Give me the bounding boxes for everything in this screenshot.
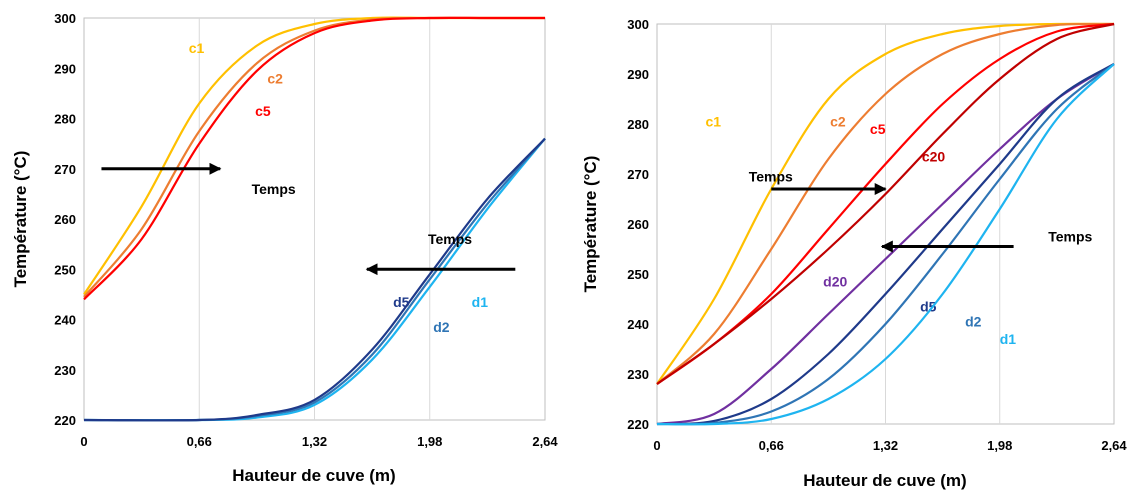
x-tick-label: 0,66 bbox=[759, 438, 784, 453]
x-tick-label: 2,64 bbox=[532, 434, 558, 449]
y-axis-title-left: Température (°C) bbox=[11, 151, 30, 288]
y-tick-label: 220 bbox=[54, 413, 76, 428]
series-label-d5: d5 bbox=[393, 294, 410, 310]
series-label-d20: d20 bbox=[823, 274, 847, 290]
y-tick-label: 260 bbox=[54, 212, 76, 227]
series-line-c5 bbox=[83, 16, 545, 301]
y-tick-label: 240 bbox=[627, 317, 649, 332]
y-tick-label: 250 bbox=[627, 267, 649, 282]
series-label-c1: c1 bbox=[189, 40, 205, 56]
x-tick-label: 1,32 bbox=[302, 434, 327, 449]
series-label-c2: c2 bbox=[267, 70, 283, 86]
annotations-left: Temps Temps bbox=[101, 162, 516, 276]
x-tick-label: 1,98 bbox=[417, 434, 442, 449]
series-line-d2 bbox=[656, 63, 1115, 426]
x-tick-label: 0 bbox=[80, 434, 87, 449]
time-label: Temps bbox=[1048, 229, 1092, 245]
y-tick-label: 220 bbox=[627, 417, 649, 432]
x-tick-label: 2,64 bbox=[1101, 438, 1127, 453]
series-line-c1 bbox=[656, 22, 1115, 385]
series-label-d2: d2 bbox=[433, 319, 450, 335]
series-label-c5: c5 bbox=[870, 121, 886, 137]
y-tick-label: 230 bbox=[54, 363, 76, 378]
y-tick-label: 290 bbox=[54, 61, 76, 76]
series-line-d5 bbox=[656, 63, 1115, 426]
series-line-d5 bbox=[83, 137, 546, 422]
annotations-right: Temps Temps bbox=[749, 169, 1093, 253]
series-label-c20: c20 bbox=[922, 149, 946, 165]
time-label: Temps bbox=[749, 169, 793, 185]
x-tick-label: 0,66 bbox=[187, 434, 212, 449]
series-label-d2: d2 bbox=[965, 314, 982, 330]
x-ticks-left: 0 0,66 1,32 1,98 2,64 bbox=[80, 434, 558, 449]
x-tick-label: 0 bbox=[653, 438, 660, 453]
x-axis-title-left: Hauteur de cuve (m) bbox=[232, 466, 395, 485]
series-line-d1 bbox=[656, 63, 1115, 426]
time-label: Temps bbox=[428, 231, 472, 247]
x-axis-title-right: Hauteur de cuve (m) bbox=[803, 471, 966, 490]
time-label: Temps bbox=[252, 181, 296, 197]
y-tick-label: 230 bbox=[627, 367, 649, 382]
x-tick-label: 1,32 bbox=[873, 438, 898, 453]
series-label-c5: c5 bbox=[255, 103, 271, 119]
y-tick-label: 300 bbox=[627, 17, 649, 32]
y-axis-title-right: Température (°C) bbox=[581, 156, 600, 293]
y-tick-label: 260 bbox=[627, 217, 649, 232]
series-label-d1: d1 bbox=[472, 294, 489, 310]
series-label-d5: d5 bbox=[920, 299, 937, 315]
series-line-d20 bbox=[656, 63, 1115, 426]
x-ticks-right: 0 0,66 1,32 1,98 2,64 bbox=[653, 438, 1127, 453]
y-tick-label: 250 bbox=[54, 262, 76, 277]
y-ticks-left: 220 230 240 250 260 270 280 290 300 bbox=[54, 11, 76, 428]
series-group-right: c1 c2 c5 c20 d20 d5 d2 d1 bbox=[656, 22, 1115, 426]
y-tick-label: 290 bbox=[627, 67, 649, 82]
series-label-c2: c2 bbox=[830, 114, 846, 130]
series-label-d1: d1 bbox=[1000, 331, 1017, 347]
series-line-c2 bbox=[656, 22, 1115, 385]
y-ticks-right: 220 230 240 250 260 270 280 290 300 bbox=[627, 17, 649, 432]
y-tick-label: 270 bbox=[54, 162, 76, 177]
y-tick-label: 300 bbox=[54, 11, 76, 26]
grid-left bbox=[198, 18, 431, 420]
y-tick-label: 240 bbox=[54, 313, 76, 328]
series-group-left: c1 c2 c5 d1 d2 d5 bbox=[83, 16, 546, 422]
grid-right bbox=[770, 24, 1001, 424]
y-tick-label: 280 bbox=[627, 117, 649, 132]
y-tick-label: 270 bbox=[627, 167, 649, 182]
x-tick-label: 1,98 bbox=[987, 438, 1012, 453]
series-label-c1: c1 bbox=[705, 114, 721, 130]
y-tick-label: 280 bbox=[54, 112, 76, 127]
